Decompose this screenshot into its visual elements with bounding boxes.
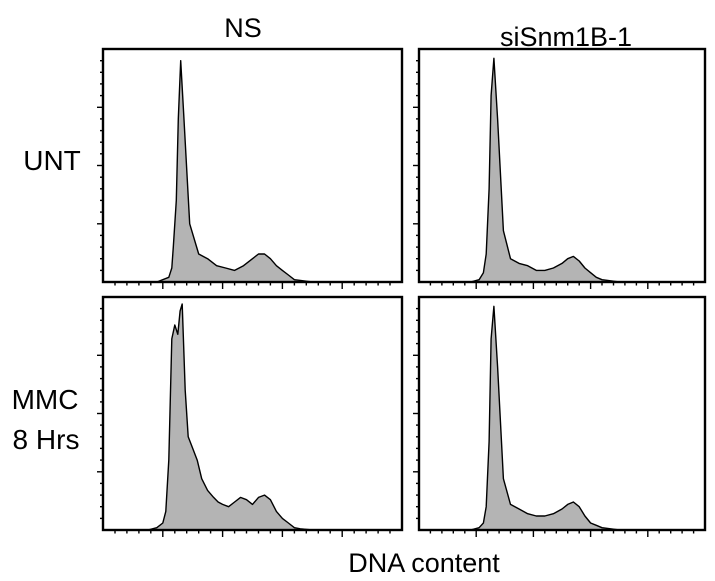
panel-mmc-8-hrs-ns-histogram (102, 303, 403, 531)
panel-unt-sisnm1b-1-histogram (418, 57, 706, 283)
panel-grid (97, 47, 707, 537)
column-label-ns: NS (224, 13, 262, 43)
panel-mmc-8-hrs-ns (97, 295, 404, 537)
panel-unt-sisnm1b-1-frame (417, 47, 707, 284)
column-label-sisnm1b: siSnm1B-1 (500, 22, 632, 52)
panel-mmc-8-hrs-sisnm1b-1 (413, 295, 707, 537)
panel-mmc-8-hrs-sisnm1b-1-frame (417, 295, 707, 532)
row-label-mmc-line2: 8 Hrs (13, 424, 80, 455)
panel-mmc-8-hrs-sisnm1b-1-histogram (418, 305, 706, 531)
row-label-unt: UNT (23, 145, 81, 176)
panel-unt-ns-frame (101, 47, 404, 284)
row-label-mmc-line1: MMC (12, 384, 79, 415)
panel-unt-ns (97, 47, 404, 289)
panel-mmc-8-hrs-ns-frame (101, 295, 404, 532)
panel-unt-sisnm1b-1 (413, 47, 707, 289)
x-axis-label: DNA content (348, 548, 500, 578)
panel-unt-ns-histogram (102, 60, 403, 283)
